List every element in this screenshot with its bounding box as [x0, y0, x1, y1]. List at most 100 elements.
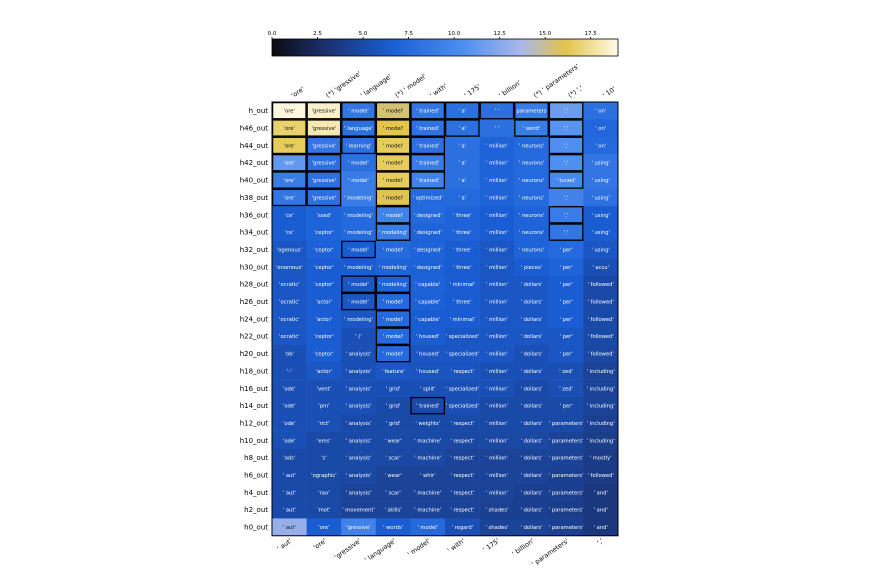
heatmap-cell-label: ' optimized' — [413, 195, 443, 201]
heatmap-cell — [410, 240, 446, 259]
heatmap-cell-label: 'mot' — [317, 508, 330, 514]
heatmap-cell-label: ' neurons' — [519, 178, 544, 184]
heatmap-cell-label: ' shades' — [485, 525, 508, 531]
bottom-axis-label: 'gressive' — [333, 537, 363, 561]
highlighted-cell-border — [306, 119, 342, 137]
heatmap-cell — [375, 362, 411, 380]
heatmap-cell-label: ' per' — [560, 265, 573, 271]
heatmap-cell — [583, 171, 619, 190]
highlighted-cell-border — [375, 275, 411, 293]
heatmap-cell-label: ' million' — [486, 213, 508, 219]
heatmap-cell-label: ' followed' — [588, 352, 614, 358]
heatmap-cell-label: ' using' — [591, 178, 610, 184]
heatmap-cell — [375, 136, 411, 155]
heatmap-cell — [479, 223, 515, 242]
heatmap-cell — [514, 379, 550, 398]
highlighted-cell-border — [271, 153, 307, 172]
highlighted-cell-border — [341, 119, 376, 137]
heatmap-cell — [272, 188, 307, 207]
row-axis-label: h2_out — [244, 506, 268, 514]
heatmap-cell-label: ' respect' — [450, 438, 474, 444]
heatmap-cell-label: ' capable' — [415, 317, 440, 323]
heatmap-cell-label: ' designed' — [414, 230, 442, 236]
heatmap-cell — [341, 223, 377, 242]
heatmap-cell-label: ' trained' — [416, 109, 439, 115]
heatmap-cell-label: ' three' — [453, 213, 471, 219]
heatmap-cell-label: ' parameters' — [549, 438, 584, 444]
row-axis-label: h26_out — [240, 298, 269, 306]
heatmap-cell-label: ' analysis' — [346, 438, 372, 444]
heatmap-cell-label: 'ob' — [285, 352, 294, 358]
heatmap-cell-label: ' minimal' — [450, 317, 475, 323]
heatmap-cell — [272, 154, 307, 172]
heatmap-cell — [306, 119, 342, 137]
heatmap-cell-label: ' aut' — [283, 525, 296, 531]
heatmap-cell-label: ' a' — [458, 109, 466, 115]
heatmap-cell — [479, 188, 515, 207]
heatmap-cell — [583, 154, 619, 172]
highlighted-cell-border — [410, 396, 446, 415]
heatmap-cell — [583, 379, 619, 398]
heatmap-cell-label: 'ocratic' — [279, 282, 300, 288]
heatmap-cell-label: ' million' — [486, 143, 508, 149]
heatmap-cell — [341, 240, 377, 259]
heatmap-cell-label: ' capable' — [415, 300, 440, 306]
heatmap-cell — [548, 501, 584, 519]
heatmap-cell-label: ' parameters' — [549, 473, 584, 479]
heatmap-cell-label: ' modeling' — [379, 265, 408, 271]
row-axis-label: h38_out — [240, 194, 269, 202]
row-axis-label: h0_out — [244, 524, 268, 532]
heatmap-cell — [548, 171, 584, 190]
heatmap-cell-label: ' machine' — [414, 490, 441, 496]
heatmap-cell — [445, 119, 480, 137]
heatmap-cell-label: 'ocratic' — [279, 300, 300, 306]
heatmap-cell — [479, 362, 515, 380]
highlighted-cell-border — [479, 101, 515, 120]
heatmap-cell-label: ' trained' — [416, 126, 439, 132]
heatmap-cell — [272, 171, 307, 190]
heatmap-cell-label: ' using' — [591, 230, 610, 236]
heatmap-cell-label: 'ocratic' — [279, 334, 300, 340]
heatmap-cell — [514, 188, 550, 207]
heatmap-cell-label: ' dollars' — [521, 473, 543, 479]
heatmap-cell-label: ' modeling' — [379, 230, 408, 236]
heatmap-cell-label: 'ceptor' — [314, 334, 334, 340]
heatmap-cell-label: ' model' — [383, 126, 404, 132]
heatmap-cell-label: ' model' — [417, 525, 438, 531]
heatmap-cell — [306, 154, 342, 172]
heatmap-cell — [479, 449, 515, 467]
bottom-axis-labels: ' aut' 'ore' 'gressive' ' language' ' model'… — [276, 537, 606, 569]
heatmap-cell — [410, 154, 446, 172]
heatmap-cell — [548, 518, 584, 537]
highlighted-cell-border — [341, 101, 376, 120]
heatmap-cell-label: ' designed' — [414, 247, 442, 253]
heatmap-cell-label: ' machine' — [414, 508, 441, 514]
heatmap-cell — [514, 154, 550, 172]
heatmap-cell — [548, 240, 584, 259]
heatmap-cell-label: 'ce' — [285, 230, 294, 236]
heatmap-frame — [271, 101, 619, 537]
heatmap-cell-label: ' neurons' — [519, 195, 544, 201]
heatmap-cell-label: 'ore' — [318, 525, 329, 531]
top-axis-label: (*) ',' — [567, 84, 585, 100]
heatmap-cell-label: ' model' — [348, 109, 369, 115]
heatmap-cell-label: ' movement' — [342, 508, 375, 514]
heatmap-cell — [410, 102, 446, 120]
heatmap-cell — [341, 483, 377, 502]
heatmap-cell — [306, 449, 342, 467]
heatmap-cell-label: ' per' — [560, 352, 573, 358]
heatmap-cell-label: ' zed' — [559, 386, 573, 392]
heatmap-cell — [410, 292, 446, 311]
heatmap-cell — [479, 431, 515, 450]
bottom-axis-label: ' model' — [406, 537, 432, 559]
heatmap-cell-label: ' neurons' — [519, 161, 544, 167]
heatmap-cell — [410, 379, 446, 398]
row-axis-label: h14_out — [240, 402, 269, 410]
heatmap-cell — [272, 518, 307, 537]
heatmap-cell-label: ' machine' — [414, 438, 441, 444]
heatmap-cell-label: 'ore' — [284, 143, 295, 149]
row-axis-label: h36_out — [240, 211, 269, 219]
heatmap-cell — [341, 396, 377, 415]
heatmap-cell-label: 'ceptor' — [314, 282, 334, 288]
highlighted-cell-border — [548, 119, 584, 137]
